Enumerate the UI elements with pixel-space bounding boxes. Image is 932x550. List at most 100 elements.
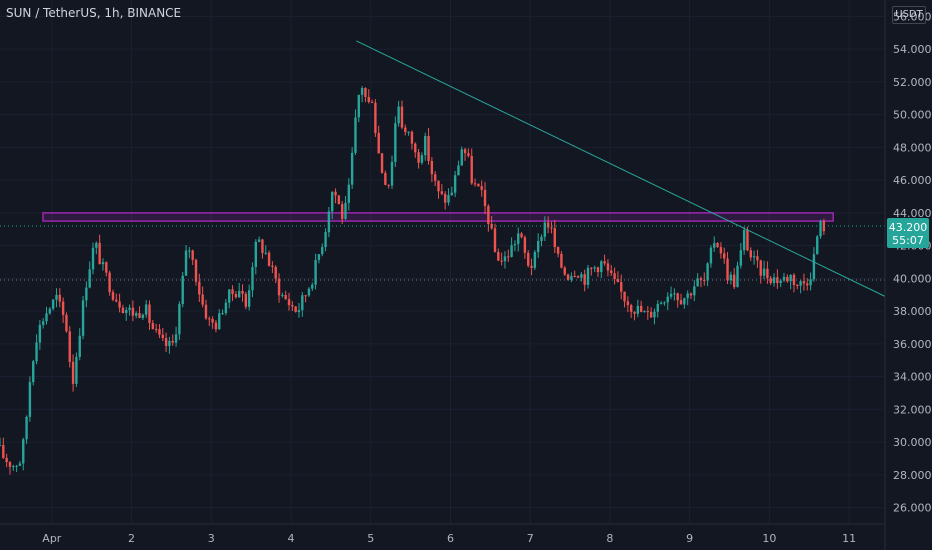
candle-body xyxy=(673,293,676,295)
candle-body xyxy=(636,305,640,314)
candle-body xyxy=(726,258,729,281)
candle-body xyxy=(656,304,659,312)
candle-body xyxy=(762,268,766,276)
candle-body xyxy=(450,192,454,195)
x-tick-label: 7 xyxy=(527,532,534,545)
candle-body xyxy=(204,304,208,319)
candle-body xyxy=(108,272,111,293)
candle-body xyxy=(520,233,523,238)
candle-body xyxy=(45,313,48,322)
x-tick-label: 11 xyxy=(842,532,856,545)
time-axis[interactable]: Apr 2 3 4 5 6 7 8 9 10 11 xyxy=(42,532,856,545)
candle-body xyxy=(477,183,480,187)
y-tick-label: 50.000 xyxy=(893,109,932,122)
y-tick-label: 44.000 xyxy=(893,207,932,220)
candle-body xyxy=(686,293,689,299)
unit-label[interactable]: USDT xyxy=(892,6,926,24)
candle-body xyxy=(58,294,61,302)
candle-body xyxy=(606,263,610,271)
candle-body xyxy=(12,466,15,468)
candle-body xyxy=(125,310,128,314)
candle-body xyxy=(473,183,477,185)
candle-body xyxy=(543,222,547,237)
candle-body xyxy=(224,302,228,314)
last-price-tag: 43.200 55:07 xyxy=(887,217,929,248)
candle-body xyxy=(95,242,98,248)
y-tick-label: 38.000 xyxy=(893,305,932,318)
descending-trendline[interactable] xyxy=(356,40,886,297)
x-tick-label: 3 xyxy=(208,532,215,545)
candle-body xyxy=(244,293,248,307)
candle-body xyxy=(38,324,42,343)
candle-body xyxy=(463,149,467,154)
candle-body xyxy=(646,311,650,313)
candle-body xyxy=(88,269,91,288)
candle-body xyxy=(364,88,367,98)
candle-body xyxy=(510,245,513,257)
candle-body xyxy=(563,267,566,275)
candle-body xyxy=(470,155,473,184)
candle-body xyxy=(759,260,762,276)
candle-body xyxy=(616,279,620,283)
candle-body xyxy=(633,311,636,314)
candle-body xyxy=(816,236,819,255)
candle-body xyxy=(281,294,284,296)
x-tick-label: 4 xyxy=(288,532,295,545)
candle-body xyxy=(241,290,244,294)
candle-body xyxy=(0,445,2,447)
candle-body xyxy=(81,300,85,336)
candle-body xyxy=(590,267,593,269)
candle-body xyxy=(251,267,254,291)
candle-body xyxy=(789,274,792,282)
candle-body xyxy=(490,223,493,229)
candle-body xyxy=(51,299,55,309)
y-tick-label: 40.000 xyxy=(893,272,932,285)
candle-body xyxy=(659,302,663,305)
candle-body xyxy=(65,314,68,332)
candle-body xyxy=(307,288,311,296)
candle-body xyxy=(55,294,58,300)
candle-body xyxy=(806,283,809,286)
candle-body xyxy=(8,462,12,467)
candle-body xyxy=(337,195,341,205)
candle-body xyxy=(802,281,806,284)
candle-body xyxy=(71,361,75,384)
candle-body xyxy=(314,259,317,285)
candle-body xyxy=(154,328,158,330)
candle-body xyxy=(550,227,553,229)
candle-body xyxy=(75,356,78,384)
candle-body xyxy=(596,267,600,273)
candle-body xyxy=(254,241,257,268)
resistance-zone[interactable] xyxy=(42,212,834,222)
candle-body xyxy=(35,342,38,362)
candle-body xyxy=(822,221,826,232)
candle-body xyxy=(98,242,101,265)
candle-body xyxy=(360,88,364,95)
candle-body xyxy=(370,101,374,103)
candle-body xyxy=(85,287,88,301)
candle-body xyxy=(536,240,540,253)
candle-body xyxy=(367,97,370,102)
candle-body xyxy=(696,278,699,287)
candle-body xyxy=(297,310,301,312)
x-tick-label: Apr xyxy=(42,532,62,545)
candle-body xyxy=(198,281,201,295)
candle-body xyxy=(610,270,613,274)
candle-body xyxy=(433,174,437,181)
candle-body xyxy=(191,250,194,260)
candle-body xyxy=(796,284,799,286)
candle-body xyxy=(374,102,377,133)
price-axis[interactable]: 26.000 28.000 30.000 32.000 34.000 36.000 38.0… xyxy=(893,10,932,514)
candle-body xyxy=(666,296,669,303)
candle-body xyxy=(819,221,822,237)
candle-body xyxy=(178,304,181,335)
candle-body xyxy=(437,180,440,192)
candle-body xyxy=(493,228,497,252)
candle-body xyxy=(503,256,507,262)
candle-body xyxy=(317,254,321,260)
candle-body xyxy=(151,322,155,329)
candle-body xyxy=(158,329,161,335)
chart-title: SUN / TetherUS, 1h, BINANCE xyxy=(6,6,182,20)
candle-body xyxy=(334,191,337,196)
